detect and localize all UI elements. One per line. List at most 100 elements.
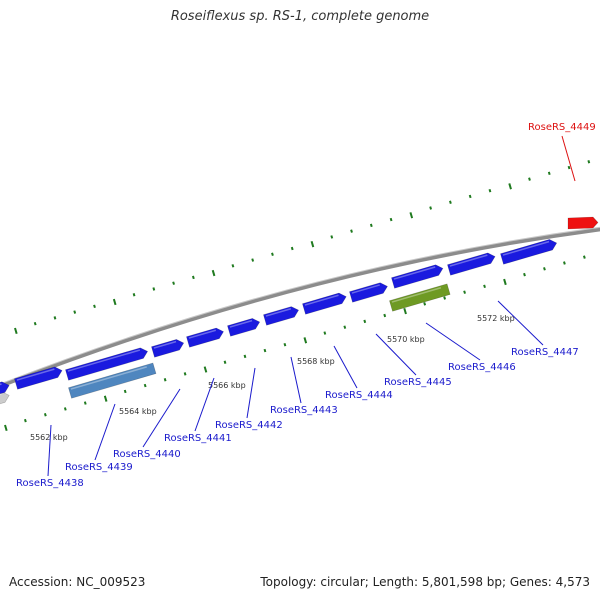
gene-arrow[interactable]: [151, 339, 185, 358]
gene-label[interactable]: RoseRS_4438: [16, 478, 84, 489]
outer-tick-mark: [528, 177, 531, 181]
inner-tick-mark: [163, 378, 167, 382]
inner-tick-mark: [43, 413, 47, 417]
inner-tick-mark: [4, 424, 8, 432]
outer-tick-mark: [271, 252, 274, 256]
outer-tick-mark: [152, 287, 156, 291]
gene-arrow[interactable]: [0, 391, 10, 406]
gene-arrow[interactable]: [186, 327, 224, 348]
outer-tick-mark: [211, 269, 216, 277]
genome-backbone: [0, 226, 600, 389]
gene-shading: [449, 254, 488, 267]
outer-tick-mark: [508, 183, 512, 190]
inner-tick-mark: [503, 278, 507, 286]
inner-tick-mark: [582, 255, 586, 259]
gene-label-leader: [194, 377, 215, 432]
gene-label-leader: [375, 333, 417, 376]
gene-label[interactable]: RoseRS_4439: [65, 462, 133, 473]
outer-tick-mark: [112, 298, 117, 306]
inner-tick-mark: [523, 272, 526, 277]
inner-tick-mark: [183, 372, 187, 376]
gene-label[interactable]: RoseRS_4446: [448, 362, 516, 373]
gene-shading: [351, 284, 380, 294]
outer-tick-mark: [488, 188, 492, 193]
inner-tick-mark: [463, 290, 466, 294]
outer-tick-mark: [567, 165, 571, 170]
gene-label[interactable]: RoseRS_4447: [511, 347, 579, 358]
gene-label-leader: [333, 345, 358, 389]
gene-label-leader: [425, 322, 481, 361]
outer-tick-mark: [33, 321, 37, 326]
outer-tick-mark: [350, 229, 353, 233]
outer-tick-mark: [251, 258, 255, 262]
genome-summary-text: Topology: circular; Length: 5,801,598 bp…: [260, 575, 590, 589]
outer-tick-mark: [191, 275, 195, 280]
gene-arrow[interactable]: [447, 252, 496, 276]
gene-arrow[interactable]: [349, 282, 388, 303]
outer-tick-mark: [310, 240, 315, 248]
gene-arrow[interactable]: [389, 283, 451, 312]
gene-arrow[interactable]: [65, 347, 149, 381]
gene-arrow[interactable]: [302, 292, 347, 315]
outer-tick-mark: [409, 212, 414, 219]
outer-tick-mark: [389, 217, 393, 222]
gene-label-leader: [246, 367, 256, 419]
gene-shading: [393, 266, 436, 280]
inner-tick-mark: [543, 267, 546, 271]
gene-label[interactable]: RoseRS_4441: [164, 433, 232, 444]
inner-tick-mark: [63, 407, 67, 411]
scale-tick-label: 5568 kbp: [297, 357, 335, 366]
gene-arrow[interactable]: [263, 306, 300, 326]
gene-shading: [229, 319, 253, 328]
scale-tick-label: 5570 kbp: [387, 335, 425, 344]
gene-shading: [265, 308, 292, 317]
backbone-line: [0, 227, 600, 389]
inner-tick-ring: [4, 255, 586, 432]
inner-tick-mark: [103, 395, 108, 402]
gene-label[interactable]: RoseRS_4444: [325, 390, 393, 401]
backbone-highlight: [0, 226, 600, 385]
outer-tick-mark: [468, 194, 472, 199]
outer-tick-mark: [93, 304, 96, 309]
gene-arrow[interactable]: [500, 239, 558, 265]
outer-tick-mark: [449, 200, 452, 204]
gene-arrow[interactable]: [14, 366, 63, 390]
gene-label[interactable]: RoseRS_4442: [215, 420, 283, 431]
inner-tick-mark: [263, 348, 267, 353]
inner-tick-mark: [403, 307, 407, 315]
outer-tick-mark: [587, 160, 591, 164]
gene-label-leader: [290, 356, 302, 404]
inner-tick-mark: [383, 313, 387, 318]
gene-label[interactable]: RoseRS_4443: [270, 405, 338, 416]
gene-arrow[interactable]: [391, 264, 444, 289]
outer-tick-mark: [290, 246, 294, 251]
gene-label-leader: [497, 300, 544, 346]
gene-label-leader: [94, 403, 116, 461]
inner-tick-mark: [143, 383, 147, 388]
gene-arrow[interactable]: [0, 381, 10, 396]
gene-shading: [304, 294, 339, 306]
inner-tick-mark: [303, 337, 308, 344]
outer-tick-mark: [132, 293, 136, 297]
gene-shading: [188, 329, 217, 339]
inner-tick-mark: [83, 401, 87, 405]
gene-shading: [153, 340, 177, 349]
gene-shading: [16, 368, 55, 381]
gene-shading: [67, 349, 141, 372]
gene-arrow[interactable]: [227, 318, 261, 337]
inner-tick-mark: [443, 296, 447, 300]
gene-label[interactable]: RoseRS_4445: [384, 377, 452, 388]
gene-label[interactable]: RoseRS_4449: [528, 122, 596, 133]
gene-arrow[interactable]: [68, 362, 157, 399]
inner-tick-mark: [283, 342, 287, 347]
outer-tick-mark: [73, 310, 77, 314]
gene-features: [0, 216, 599, 406]
map-title: Roseiflexus sp. RS-1, complete genome: [170, 9, 430, 24]
gene-arrow[interactable]: [567, 216, 599, 230]
inner-tick-mark: [323, 331, 327, 335]
outer-tick-mark: [369, 223, 373, 228]
gene-label-leader: [47, 424, 52, 477]
inner-tick-mark: [483, 284, 486, 289]
gene-shading: [502, 240, 550, 256]
gene-label[interactable]: RoseRS_4440: [113, 449, 181, 460]
